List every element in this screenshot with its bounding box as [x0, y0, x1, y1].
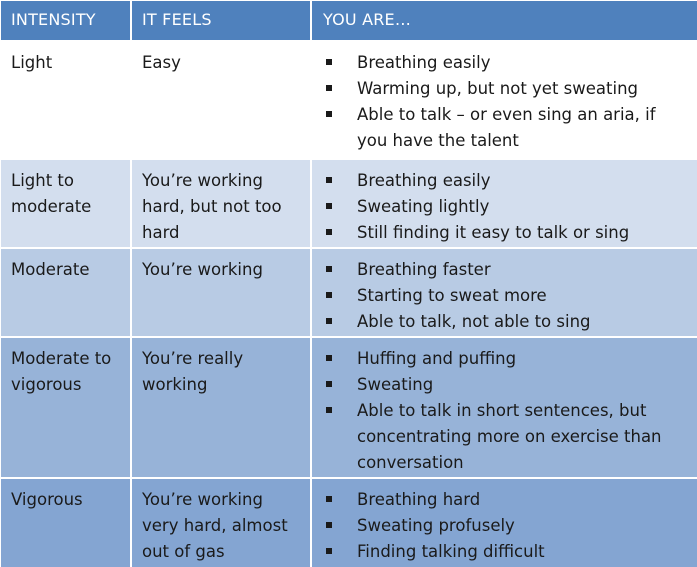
- row-2-feels: You’re working hard, but not too hard: [132, 160, 310, 247]
- bullet-icon: [326, 292, 332, 298]
- row-4-you-are: Huffing and puffing Sweating Able to tal…: [312, 338, 697, 477]
- row-2-intensity: Light to moderate: [1, 160, 130, 247]
- bullet-icon: [326, 522, 332, 528]
- header-you-are: YOU ARE…: [312, 1, 697, 40]
- bullet-icon: [326, 229, 332, 235]
- bullet-icon: [326, 203, 332, 209]
- bullet-icon: [326, 111, 332, 117]
- bullet-icon: [326, 266, 332, 272]
- list-item: Able to talk – or even sing an aria, if …: [322, 102, 690, 154]
- row-5-intensity: Vigorous: [1, 479, 130, 567]
- list-item: Breathing hard: [322, 487, 690, 513]
- bullet-icon: [326, 407, 332, 413]
- bullet-icon: [326, 177, 332, 183]
- row-2-you-are: Breathing easily Sweating lightly Still …: [312, 160, 697, 247]
- row-1-feels: Easy: [132, 42, 310, 158]
- list-item: Sweating lightly: [322, 194, 690, 220]
- bullet-icon: [326, 85, 332, 91]
- header-intensity: INTENSITY: [1, 1, 130, 40]
- bullet-icon: [326, 548, 332, 554]
- row-3-you-are: Breathing faster Starting to sweat more …: [312, 249, 697, 336]
- list-item: Starting to sweat more: [322, 283, 690, 309]
- row-1-you-are: Breathing easily Warming up, but not yet…: [312, 42, 697, 158]
- row-5-feels: You’re working very hard, almost out of …: [132, 479, 310, 567]
- header-it-feels: IT FEELS: [132, 1, 310, 40]
- row-4-feels: You’re really working: [132, 338, 310, 477]
- list-item: Sweating: [322, 372, 690, 398]
- list-item: Still finding it easy to talk or sing: [322, 220, 690, 246]
- list-item: Able to talk, not able to sing: [322, 309, 690, 335]
- row-4-intensity: Moderate to vigorous: [1, 338, 130, 477]
- list-item: Breathing easily: [322, 168, 690, 194]
- list-item: Sweating profusely: [322, 513, 690, 539]
- bullet-icon: [326, 381, 332, 387]
- bullet-icon: [326, 355, 332, 361]
- list-item: Huffing and puffing: [322, 346, 690, 372]
- row-3-feels: You’re working: [132, 249, 310, 336]
- list-item: Breathing easily: [322, 50, 690, 76]
- bullet-icon: [326, 59, 332, 65]
- bullet-icon: [326, 496, 332, 502]
- row-5-you-are: Breathing hard Sweating profusely Findin…: [312, 479, 697, 567]
- row-1-intensity: Light: [1, 42, 130, 158]
- bullet-icon: [326, 318, 332, 324]
- list-item: Finding talking difficult: [322, 539, 690, 565]
- list-item: Breathing faster: [322, 257, 690, 283]
- list-item: Warming up, but not yet sweating: [322, 76, 690, 102]
- row-3-intensity: Moderate: [1, 249, 130, 336]
- list-item: Able to talk in short sentences, but con…: [322, 398, 690, 476]
